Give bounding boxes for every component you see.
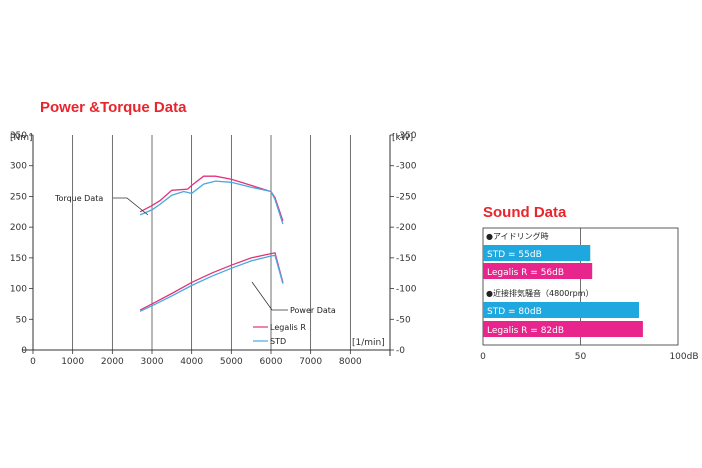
sound-bar-2 xyxy=(483,302,639,318)
x-tick-label-5000: 5000 xyxy=(220,357,243,367)
right-tick-label-300: -300 xyxy=(396,162,417,172)
legend-label-std: STD xyxy=(270,337,286,346)
right-tick-label-200: -200 xyxy=(396,223,417,233)
left-tick-label-50: 50 xyxy=(16,315,28,325)
power-torque-title: Power &Torque Data xyxy=(40,99,187,116)
right-tick-label-50: -50 xyxy=(396,315,411,325)
power-torque-chart: Power &Torque Data [Nm] [kW] [1/min] 0 -0… xyxy=(10,99,417,367)
x-axis-unit: [1/min] xyxy=(352,338,385,348)
sound-x-tick-100: 100dB xyxy=(669,352,698,362)
series-torque-legalis-r xyxy=(139,175,284,222)
sound-x-tick-50: 50 xyxy=(575,352,587,362)
x-tick-label-1000: 1000 xyxy=(61,357,84,367)
sound-bar-0 xyxy=(483,245,591,261)
sound-bar-label-3: Legalis R = 82dB xyxy=(487,326,564,336)
sound-section-idle: ●アイドリング時 xyxy=(486,231,549,241)
right-tick-label-350: -350 xyxy=(396,131,417,141)
right-tick-label-250: -250 xyxy=(396,192,417,202)
left-tick-label-0: 0 xyxy=(21,346,27,356)
left-tick-label-300: 300 xyxy=(10,162,27,172)
torque-annotation: Torque Data xyxy=(54,194,103,203)
sound-bar-label-1: Legalis R = 56dB xyxy=(487,268,564,278)
left-tick-label-100: 100 xyxy=(10,285,27,295)
series-power-std xyxy=(139,254,284,312)
x-tick-label-4000: 4000 xyxy=(180,357,203,367)
power-annotation: Power Data xyxy=(290,306,336,315)
left-tick-label-150: 150 xyxy=(10,254,27,264)
series-torque-std xyxy=(139,180,284,225)
x-tick-label-2000: 2000 xyxy=(101,357,124,367)
sound-bar-1 xyxy=(483,263,593,279)
right-tick-label-100: -100 xyxy=(396,285,417,295)
x-tick-label-7000: 7000 xyxy=(299,357,322,367)
sound-section-proximity: ●近接排気騒音（4800rpm） xyxy=(486,288,594,298)
left-tick-label-250: 250 xyxy=(10,192,27,202)
x-tick-label-3000: 3000 xyxy=(141,357,164,367)
torque-annotation-leader xyxy=(113,197,149,216)
series-power-legalis-r xyxy=(139,252,284,311)
power-annotation-leader xyxy=(251,281,288,311)
sound-bar-label-0: STD = 55dB xyxy=(487,250,542,260)
power-torque-axes: 0 -0 50 -50 100 -100 150 -150 200 -200 250 -250 300 -… xyxy=(10,131,417,367)
x-tick-label-0: 0 xyxy=(30,357,36,367)
right-axis-unit: [kW] xyxy=(392,133,413,143)
left-axis-unit: [Nm] xyxy=(10,133,33,143)
sound-x-tick-0: 0 xyxy=(480,352,486,362)
left-tick-label-200: 200 xyxy=(10,223,27,233)
power-torque-lines xyxy=(139,175,284,312)
sound-bar-label-2: STD = 80dB xyxy=(487,307,542,317)
sound-title: Sound Data xyxy=(483,204,567,221)
x-tick-label-8000: 8000 xyxy=(339,357,362,367)
sound-x-ticks: 0 50 100dB xyxy=(480,352,698,362)
legend-label-legalis: Legalis R xyxy=(270,323,306,332)
left-tick-label-350: 350 xyxy=(10,131,27,141)
right-tick-label-0: -0 xyxy=(396,346,405,356)
sound-bars: STD = 55dB Legalis R = 56dB STD = 80dB Lega… xyxy=(483,245,643,337)
legend: Legalis R STD xyxy=(253,323,306,346)
right-tick-label-150: -150 xyxy=(396,254,417,264)
power-torque-grid xyxy=(72,135,351,350)
sound-chart: Sound Data ●アイドリング時 ●近接排気騒音（4800rpm） STD… xyxy=(480,204,698,362)
x-tick-label-6000: 6000 xyxy=(260,357,283,367)
sound-bar-3 xyxy=(483,321,643,337)
